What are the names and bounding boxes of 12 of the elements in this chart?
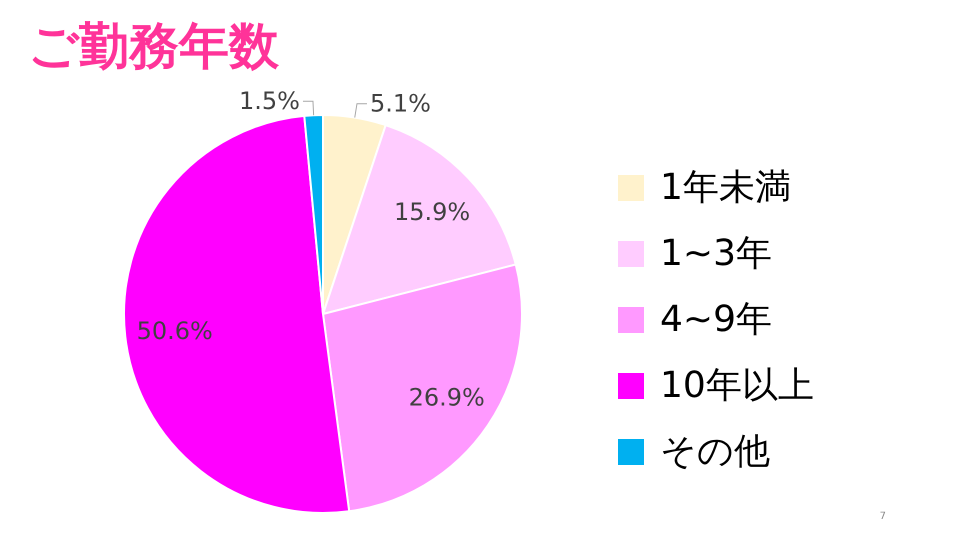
- legend-label: 1年未満: [660, 167, 791, 208]
- data-label: 1.5%: [238, 87, 300, 116]
- data-label: 5.1%: [370, 90, 431, 118]
- legend-label: その他: [660, 431, 770, 472]
- data-label: 50.6%: [136, 316, 213, 345]
- data-label: 15.9%: [394, 198, 470, 226]
- legend-label: 4~9年: [660, 299, 772, 340]
- legend-label: 10年以上: [660, 365, 814, 406]
- chart-title: ご勤務年数: [28, 16, 279, 77]
- text: 7: [880, 511, 886, 522]
- legend-label: 1~3年: [660, 233, 772, 274]
- data-label: 26.9%: [408, 384, 485, 412]
